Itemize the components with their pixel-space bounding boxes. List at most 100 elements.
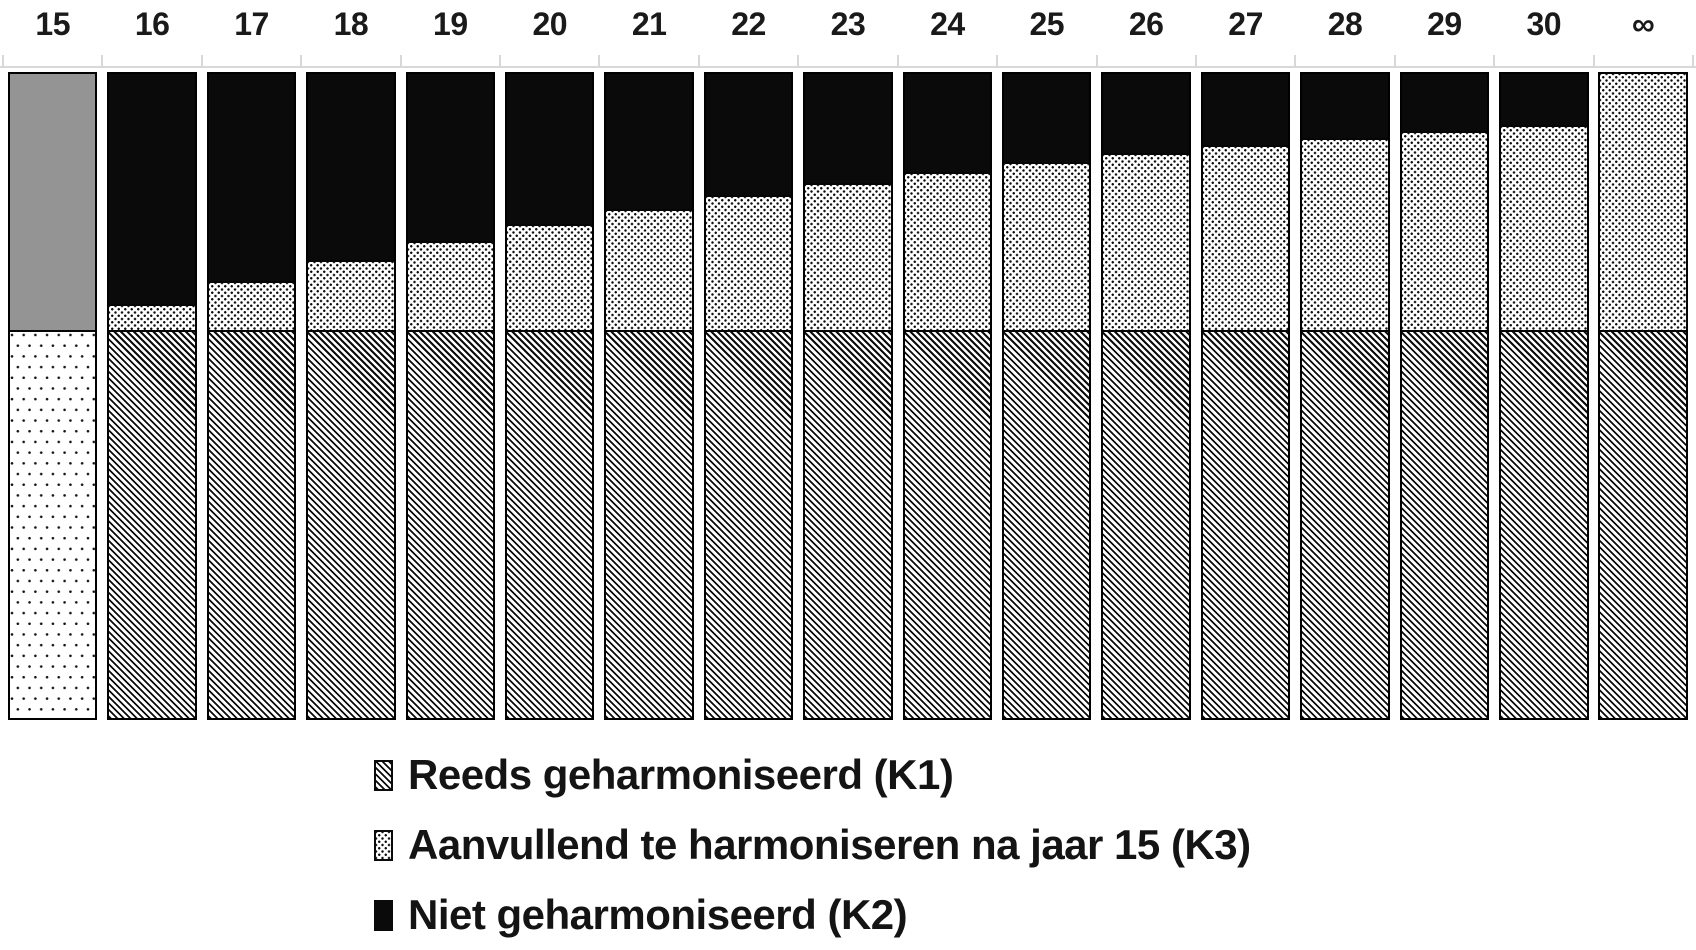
bar-slot (997, 72, 1096, 720)
category-label: ∞ (1632, 6, 1655, 42)
segment-dots (1501, 126, 1587, 332)
bar-19 (405, 72, 496, 720)
segment-hatch (705, 331, 792, 718)
segment-black (705, 74, 792, 198)
bar-slot (202, 72, 301, 720)
segment-hatch (606, 331, 692, 718)
axis-tick (697, 55, 700, 68)
segment-dots (109, 305, 195, 332)
category-label: 15 (35, 6, 70, 42)
segment-dots (1004, 163, 1090, 332)
segment-hatch (1004, 331, 1090, 718)
axis-ticks (2, 55, 1694, 68)
bar-30 (1499, 72, 1589, 720)
axis-tick (200, 55, 203, 68)
segment-black (1302, 74, 1388, 140)
legend-swatch-hatch (374, 759, 393, 791)
axis-tick (1493, 55, 1496, 68)
segment-dots (1302, 139, 1388, 332)
bar-25 (1002, 72, 1092, 720)
segment-dots (208, 282, 295, 332)
segment-dots (1103, 154, 1189, 332)
segment-black (1004, 74, 1090, 164)
legend-swatch-dots (374, 829, 393, 861)
bar-29 (1399, 72, 1490, 720)
category-label: 27 (1228, 6, 1263, 42)
legend-label: Reeds geharmoniseerd (K1) (408, 751, 954, 798)
segment-dots (407, 242, 494, 332)
segment-dots (308, 262, 394, 332)
category-label: 22 (731, 6, 766, 42)
bar-23 (803, 72, 893, 720)
segment-hatch (407, 331, 494, 718)
axis-tick (1095, 55, 1098, 68)
segment-hatch (805, 331, 891, 718)
bar-slot (3, 72, 102, 720)
category-label: 24 (930, 6, 965, 42)
axis-tick (1692, 55, 1694, 68)
axis-tick (1194, 55, 1197, 68)
axis-tick (300, 55, 303, 68)
segment-black (507, 74, 593, 226)
bar-28 (1300, 72, 1390, 720)
category-label: 30 (1526, 6, 1562, 42)
segment-hatch (1600, 331, 1686, 718)
segment-black (407, 74, 494, 243)
bar-15 (7, 72, 98, 720)
bar-slot (1494, 72, 1593, 720)
bars-area (3, 72, 1693, 720)
segment-black (308, 74, 394, 263)
segment-hatch (308, 331, 394, 718)
segment-black (606, 74, 692, 212)
axis-tick (101, 55, 104, 68)
category-label: 29 (1427, 6, 1462, 42)
segment-black (1501, 74, 1587, 127)
category-label: 26 (1128, 6, 1164, 42)
segment-dots (705, 197, 792, 332)
segment-hatch (1103, 331, 1189, 718)
axis-tick (996, 55, 999, 68)
bar-18 (306, 72, 396, 720)
bar-∞ (1598, 72, 1688, 720)
bar-27 (1200, 72, 1291, 720)
axis-tick (1393, 55, 1396, 68)
segment-dots (507, 226, 593, 332)
segment-black (1202, 74, 1289, 147)
bar-slot (1395, 72, 1494, 720)
segment-black (208, 74, 295, 283)
axis-tick (1592, 55, 1595, 68)
category-label: 20 (532, 6, 568, 42)
segment-sparse (9, 331, 96, 718)
bar-20 (505, 72, 595, 720)
bar-slot (301, 72, 400, 720)
segment-black (1103, 74, 1189, 155)
category-label: 21 (631, 6, 667, 42)
segment-black (1401, 74, 1488, 133)
bar-slot (798, 72, 897, 720)
bar-slot (1594, 72, 1693, 720)
axis-tick (797, 55, 800, 68)
segment-hatch (1401, 331, 1488, 718)
segment-hatch (1202, 331, 1289, 718)
segment-hatch (904, 331, 991, 718)
bar-slot (1096, 72, 1195, 720)
axis-tick (2, 55, 4, 68)
segment-hatch (507, 331, 593, 718)
bar-slot (500, 72, 599, 720)
legend-label: Aanvullend te harmoniseren na jaar 15 (K… (408, 821, 1251, 868)
segment-black (805, 74, 891, 185)
category-label: 25 (1029, 6, 1065, 42)
segment-hatch (208, 331, 295, 718)
legend-item: Reeds geharmoniseerd (K1) (374, 752, 1251, 798)
bar-17 (206, 72, 297, 720)
axis-tick (1294, 55, 1297, 68)
axis-tick (399, 55, 402, 68)
segment-dots (1202, 146, 1289, 332)
axis-tick (499, 55, 502, 68)
bar-slot (401, 72, 500, 720)
bar-21 (604, 72, 694, 720)
bar-16 (107, 72, 197, 720)
legend-item: Niet geharmoniseerd (K2) (374, 892, 1251, 938)
segment-black (904, 74, 991, 174)
category-label: 17 (234, 6, 269, 42)
